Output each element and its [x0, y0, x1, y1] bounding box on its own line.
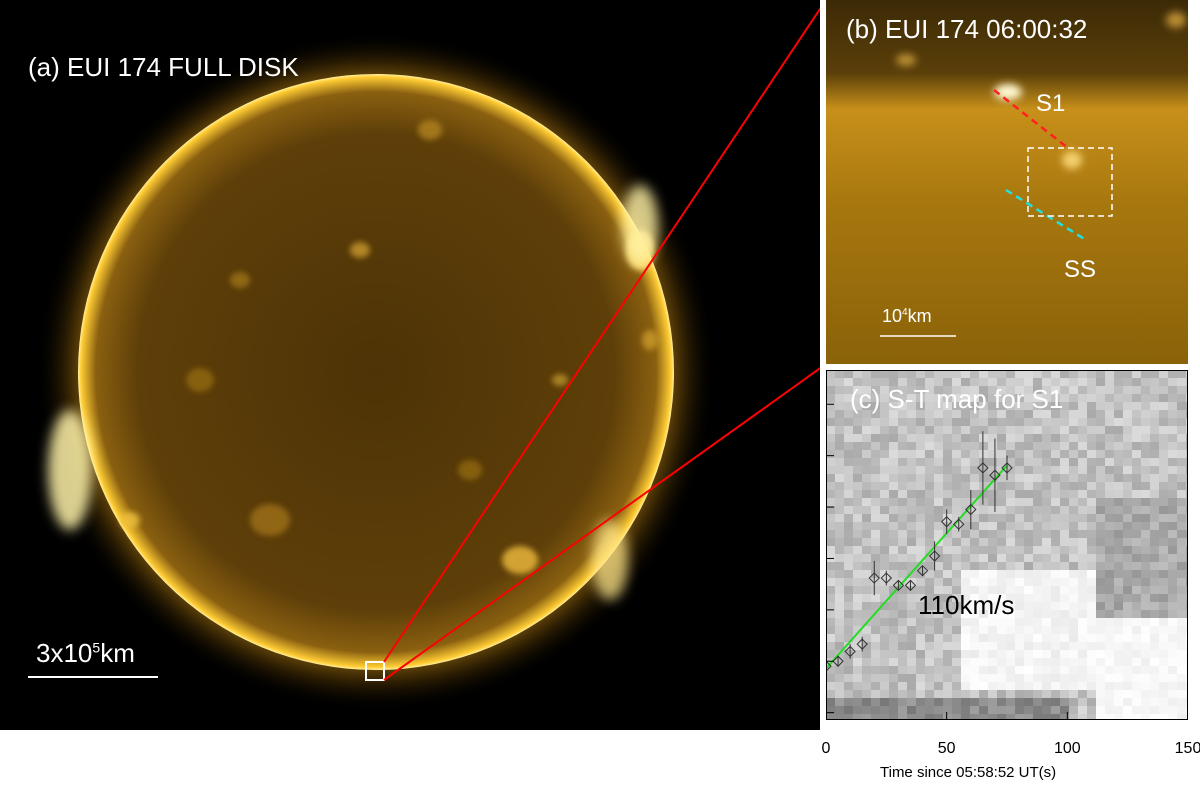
- panel-b-zoom: (b) EUI 174 06:00:32 S1 SS 104km: [826, 0, 1188, 364]
- data-point: [892, 579, 905, 592]
- x-axis-title: Time since 05:58:52 UT(s): [880, 764, 1057, 781]
- panel-a-title: (a) EUI 174 FULL DISK: [28, 52, 299, 82]
- fit-line: [826, 464, 1008, 670]
- scale-label-a: 3x105km: [36, 638, 135, 668]
- axis-ticks: [826, 403, 1188, 720]
- data-point: [868, 572, 880, 584]
- data-point: [989, 469, 1001, 481]
- y-tick-label: 21: [802, 652, 820, 670]
- panel-b-title: (b) EUI 174 06:00:32: [846, 14, 1088, 44]
- panel-c-st-map: (c) S-T map for S1 110km/s: [826, 370, 1188, 720]
- y-axis-title: Distance(102km): [756, 589, 774, 700]
- data-points-group: [826, 431, 1013, 674]
- fit-line-group: [826, 464, 1008, 670]
- panel-a-full-disk: (a) EUI 174 FULL DISK 3x105km: [0, 0, 820, 730]
- data-point: [928, 550, 941, 562]
- y-tick-label: 84: [802, 498, 820, 516]
- data-point: [844, 645, 856, 658]
- limb-brightenings: [48, 185, 658, 600]
- data-point: [832, 655, 844, 667]
- x-tick-label: 0: [821, 740, 831, 757]
- y-tick-label: 63: [802, 549, 820, 567]
- region-box: [1027, 147, 1113, 217]
- y-tick-label: 105: [793, 446, 820, 464]
- y-tick-label: 42: [802, 600, 820, 618]
- data-point: [904, 579, 917, 592]
- x-tick-label: 50: [937, 740, 956, 757]
- velocity-label: 110km/s: [918, 590, 1015, 620]
- st-map-plot: [826, 370, 1188, 720]
- data-point: [977, 462, 989, 474]
- bright-features: [896, 12, 1186, 169]
- zoom-region-box: [365, 661, 385, 681]
- label-ss: SS: [1064, 256, 1097, 283]
- data-point: [965, 503, 977, 516]
- solar-disk: [78, 74, 674, 670]
- data-point: [916, 564, 929, 577]
- data-point: [856, 638, 868, 650]
- full-disk-image: [28, 7, 820, 712]
- data-point: [953, 518, 965, 530]
- y-tick-label: 126: [793, 395, 820, 413]
- s1-slit-line: [993, 89, 1069, 149]
- ss-slit-line: [1005, 188, 1087, 242]
- zoom-connector-bottom: [383, 367, 820, 681]
- st-map-background: [826, 370, 1188, 720]
- zoom-connector-top: [383, 7, 820, 663]
- panel-c-title: (c) S-T map for S1: [850, 384, 1064, 414]
- y-tick-label: 0: [811, 703, 820, 721]
- data-point: [826, 660, 832, 672]
- data-point: [880, 572, 893, 584]
- zoom-image: [826, 0, 1188, 364]
- data-point: [940, 516, 953, 528]
- label-s1: S1: [1036, 90, 1066, 117]
- data-point: [1001, 462, 1013, 474]
- x-tick-label: 100: [1053, 740, 1081, 757]
- scale-label-b: 104km: [882, 306, 932, 326]
- x-tick-label: 150: [1174, 740, 1200, 757]
